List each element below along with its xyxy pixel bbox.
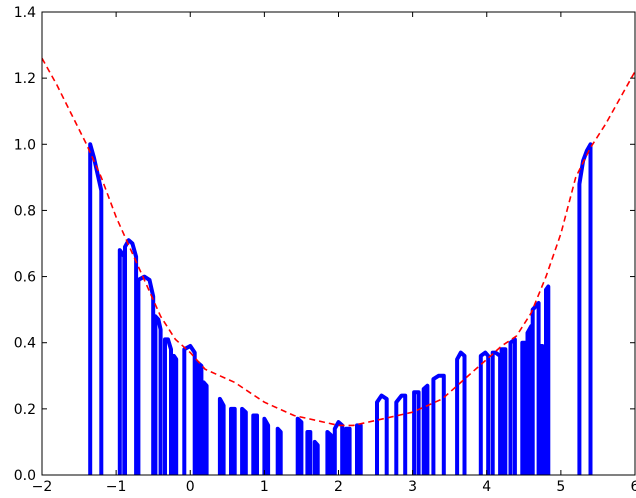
blue-spike-34: [520, 340, 528, 475]
blue-spike-11: [217, 396, 226, 475]
blue-spike-5: [153, 314, 163, 475]
y-tick-label: 0.4: [14, 336, 36, 352]
blue-spike-24: [375, 393, 389, 475]
x-axis: −2 −1 0 1 2 3 4 5 6: [32, 12, 636, 495]
y-tick-label: 0.0: [14, 468, 36, 484]
x-tick-label: 0: [186, 479, 195, 495]
blue-spike-29: [455, 350, 467, 475]
y-tick-label: 1.4: [14, 5, 36, 21]
x-tick-label: 4: [482, 479, 491, 495]
blue-spike-3: [123, 238, 139, 475]
y-tick-label: 1.2: [14, 71, 36, 87]
y-tick-label: 0.8: [14, 203, 36, 219]
y-axis: 0.0 0.2 0.4 0.6 0.8 1.0 1.2 1.4: [14, 5, 635, 484]
blue-spike-14: [251, 413, 259, 475]
blue-spike-27: [421, 383, 430, 475]
blue-spike-19: [312, 439, 320, 475]
y-tick-label: 1.0: [14, 137, 36, 153]
blue-spike-35: [525, 324, 534, 475]
blue-spike-30: [478, 350, 491, 475]
x-tick-label: 3: [408, 479, 417, 495]
x-tick-label: −1: [106, 479, 127, 495]
blue-spike-6: [163, 337, 173, 475]
blue-spike-21: [332, 420, 345, 475]
x-tick-label: 1: [260, 479, 269, 495]
blue-spike-28: [431, 373, 446, 475]
blue-spike-16: [275, 426, 283, 475]
x-tick-label: 2: [334, 479, 343, 495]
blue-spike-38: [544, 284, 551, 475]
red-dashed-curve: [42, 57, 635, 427]
x-tick-label: 6: [631, 479, 636, 495]
blue-spike-12: [229, 406, 237, 475]
blue-spike-7: [171, 353, 179, 475]
blue-spike-13: [240, 406, 248, 475]
blue-spike-15: [262, 416, 271, 475]
blue-spike-39: [577, 142, 593, 475]
blue-spike-26: [412, 390, 421, 475]
blue-spike-4: [136, 274, 156, 475]
blue-spike-9: [195, 360, 204, 475]
blue-spike-33: [508, 337, 517, 475]
blue-spike-37: [538, 344, 545, 475]
y-tick-label: 0.6: [14, 270, 36, 286]
blue-spike-17: [295, 416, 304, 475]
blue-spike-18: [305, 430, 313, 475]
plot-area: [42, 57, 635, 475]
plot-marks: [42, 57, 635, 475]
x-tick-label: 5: [556, 479, 565, 495]
y-tick-label: 0.2: [14, 402, 36, 418]
blue-spike-10: [201, 380, 209, 475]
blue-spike-25: [394, 393, 408, 475]
x-tick-label: −2: [32, 479, 53, 495]
blue-spike-8: [182, 344, 197, 475]
blue-spike-23: [355, 423, 363, 475]
blue-spike-22: [343, 426, 352, 475]
blue-spike-32: [499, 347, 508, 475]
blue-spike-20: [325, 430, 334, 475]
